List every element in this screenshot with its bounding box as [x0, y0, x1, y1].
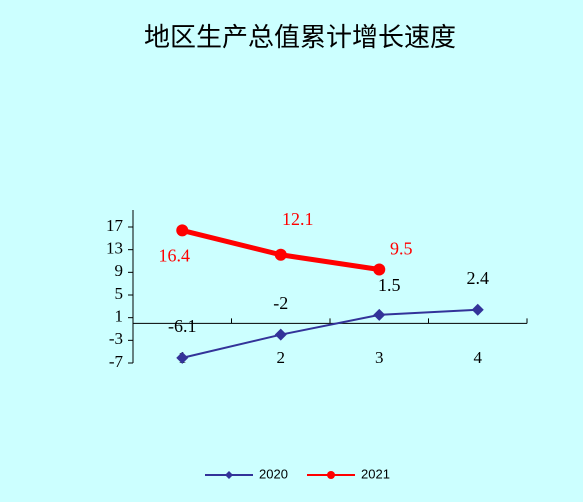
y-tick-label: 9 — [115, 261, 124, 280]
marker — [176, 224, 189, 237]
marker — [274, 328, 287, 341]
data-label: 16.4 — [159, 246, 191, 266]
data-label: 9.5 — [390, 239, 413, 259]
marker — [274, 248, 287, 261]
data-label: -6.1 — [168, 316, 197, 336]
marker — [373, 263, 386, 276]
data-label: 2.4 — [467, 268, 490, 288]
y-tick-label: -3 — [109, 329, 123, 348]
marker — [176, 351, 189, 364]
y-tick-label: 17 — [106, 216, 124, 235]
legend-label: 2021 — [361, 466, 390, 481]
marker — [471, 303, 484, 316]
marker — [373, 308, 386, 321]
chart-title: 地区生产总值累计增长速度 — [144, 23, 456, 52]
x-tick-label: 3 — [375, 348, 384, 367]
y-tick-label: -7 — [109, 352, 124, 371]
series-line — [182, 308, 478, 359]
legend-label: 2020 — [259, 466, 288, 481]
y-tick-label: 5 — [115, 284, 124, 303]
legend-marker — [225, 471, 233, 479]
y-tick-label: 1 — [115, 307, 124, 326]
data-label: 12.1 — [282, 209, 314, 229]
data-label: -2 — [273, 293, 288, 313]
x-tick-label: 2 — [277, 348, 286, 367]
x-tick-label: 4 — [474, 348, 483, 367]
data-label: 1.5 — [378, 275, 401, 295]
legend-marker — [327, 471, 335, 479]
y-tick-label: 13 — [106, 239, 123, 258]
